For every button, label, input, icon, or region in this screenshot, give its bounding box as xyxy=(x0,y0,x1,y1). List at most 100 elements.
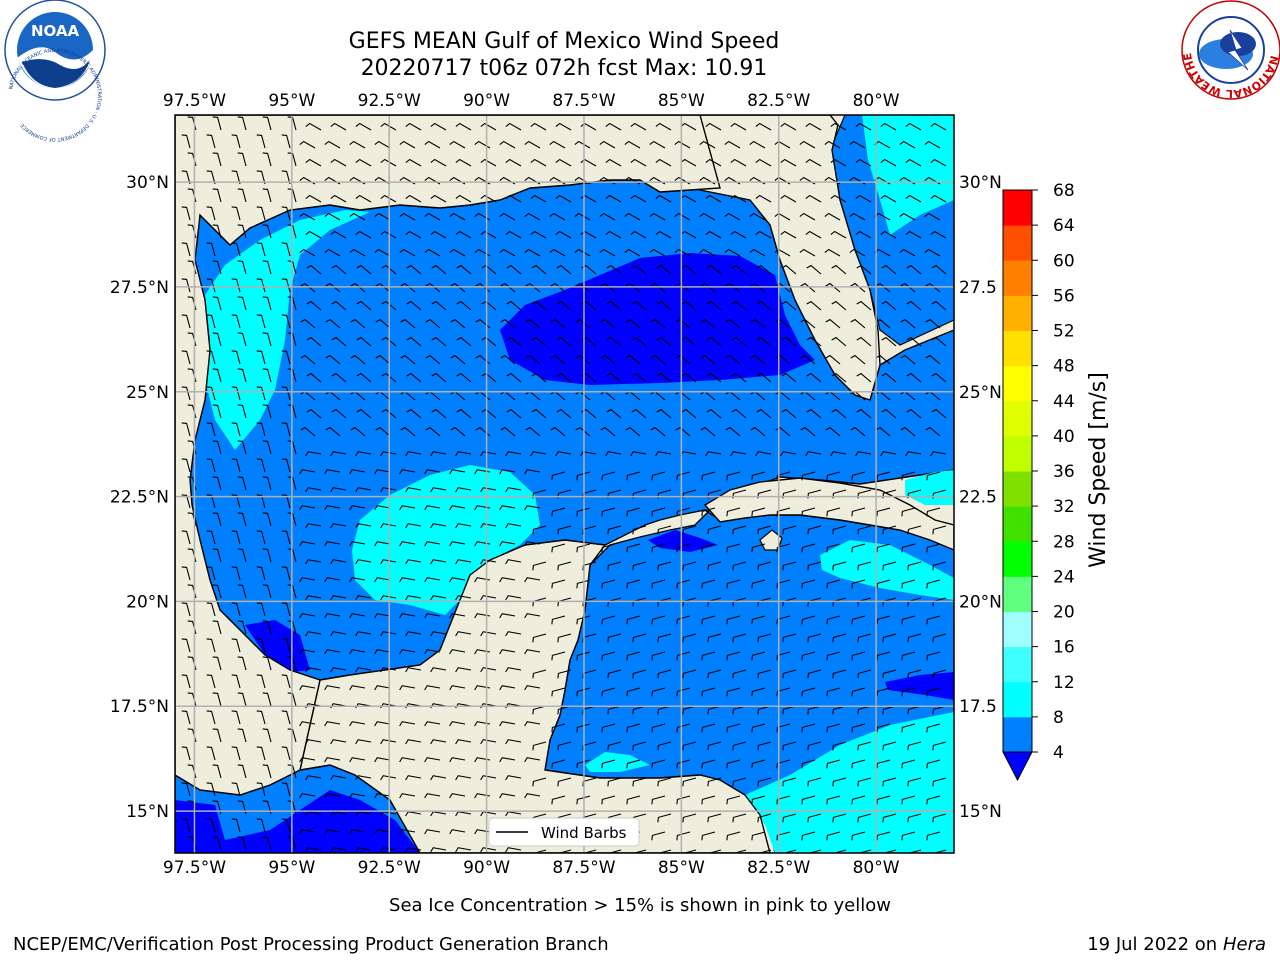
wind-barb xyxy=(775,282,791,293)
colorbar-segment-13 xyxy=(1003,260,1032,296)
wind-barb xyxy=(524,577,541,583)
wind-barb xyxy=(455,739,472,745)
wind-barb xyxy=(657,777,672,787)
wind-barb xyxy=(601,615,616,625)
wind-barb xyxy=(331,300,347,311)
wind-barb xyxy=(262,260,272,275)
wind-barb xyxy=(281,818,291,833)
wind-barb xyxy=(876,795,891,805)
wind-barb xyxy=(430,158,447,167)
wind-barb xyxy=(732,741,747,751)
wind-barb xyxy=(380,158,397,167)
wind-barb xyxy=(901,723,916,733)
wind-barb xyxy=(901,759,916,769)
wind-barb xyxy=(781,300,797,311)
wind-barb xyxy=(237,512,247,527)
wind-barb xyxy=(455,847,472,853)
wind-barb xyxy=(530,451,547,457)
y-ticks-left: 30°N 27.5°N 25°N 22.5°N 20°N 17.5°N 15°N xyxy=(110,173,169,822)
colorbar-segment-7 xyxy=(1003,471,1032,507)
wind-barb xyxy=(850,318,866,329)
wind-barb xyxy=(262,764,272,779)
wind-barb xyxy=(876,831,891,841)
wind-barb xyxy=(212,512,222,527)
wind-barb xyxy=(406,264,422,275)
wind-barb xyxy=(330,523,347,529)
wind-barb xyxy=(500,426,516,437)
wind-barb xyxy=(430,559,447,565)
wind-barb xyxy=(231,458,241,473)
wind-barb xyxy=(237,440,247,455)
wind-barb xyxy=(256,314,266,329)
legend-label: Wind Barbs xyxy=(541,824,627,842)
wind-barb xyxy=(576,795,591,805)
wind-barb xyxy=(405,595,422,601)
wind-barb xyxy=(876,759,891,769)
wind-barb xyxy=(430,847,447,853)
wind-barb xyxy=(480,559,497,565)
sea-ice-note: Sea Ice Concentration > 15% is shown in … xyxy=(389,895,891,916)
wind-barb xyxy=(505,631,522,637)
wind-barb xyxy=(625,318,641,329)
y-tick-left-2: 25°N xyxy=(126,383,169,403)
wind-barb xyxy=(707,633,722,643)
wind-barb xyxy=(832,525,847,535)
x-tick-top-4: 87.5°W xyxy=(552,91,615,111)
wind-barb xyxy=(875,318,891,329)
wind-barb xyxy=(455,775,472,781)
colorbar-segment-11 xyxy=(1003,330,1032,367)
wind-barb xyxy=(801,831,816,841)
wind-barb xyxy=(851,543,866,553)
wind-barb xyxy=(875,354,891,365)
wind-barb xyxy=(299,140,316,149)
wind-barb xyxy=(725,318,741,329)
wind-barb xyxy=(631,336,647,347)
wind-barb xyxy=(262,116,272,131)
wind-barb xyxy=(575,282,591,293)
wind-barb xyxy=(231,134,241,149)
wind-barb xyxy=(905,194,922,203)
wind-barb xyxy=(206,170,216,185)
wind-barb xyxy=(424,541,441,547)
wind-barb xyxy=(525,318,541,329)
y-tick-right-3: 22.5 xyxy=(959,488,997,508)
y-tick-right-1: 27.5 xyxy=(959,278,997,298)
wind-barb xyxy=(505,230,522,239)
wind-barb xyxy=(626,759,641,769)
wind-barb xyxy=(757,705,772,715)
wind-barb xyxy=(525,426,541,437)
wind-barb xyxy=(474,721,491,727)
wind-barb xyxy=(824,248,841,257)
wind-barb xyxy=(926,723,941,733)
wind-barb xyxy=(281,242,291,257)
veracruz-calm xyxy=(245,620,310,672)
wind-barb xyxy=(380,451,397,457)
wind-barb xyxy=(356,336,372,347)
colorbar-segment-14 xyxy=(1003,225,1032,261)
wind-barb xyxy=(331,264,347,275)
wind-barb xyxy=(424,649,441,655)
wind-barb xyxy=(650,282,666,293)
wind-barb xyxy=(181,782,191,797)
wind-barb xyxy=(751,471,766,481)
wind-barb xyxy=(706,372,722,383)
wind-barb xyxy=(281,278,291,293)
colorbar-tick-15: 64 xyxy=(1053,216,1075,236)
wind-barb xyxy=(755,158,772,167)
wind-barb xyxy=(682,561,697,571)
wind-barb xyxy=(499,793,516,799)
wind-barb xyxy=(306,408,322,419)
wind-barb xyxy=(299,613,316,619)
wind-barb xyxy=(876,615,891,625)
colorbar-tick-1: 8 xyxy=(1053,708,1064,728)
wind-barb xyxy=(726,507,741,517)
wind-barb xyxy=(480,847,497,853)
wind-barb xyxy=(782,669,797,679)
wind-barb xyxy=(355,631,372,637)
wind-barb xyxy=(355,595,372,601)
wind-barb xyxy=(782,849,797,853)
wind-barb xyxy=(324,757,341,763)
wind-barb xyxy=(237,224,247,239)
wind-barb xyxy=(925,318,941,329)
wind-barb xyxy=(601,651,616,661)
